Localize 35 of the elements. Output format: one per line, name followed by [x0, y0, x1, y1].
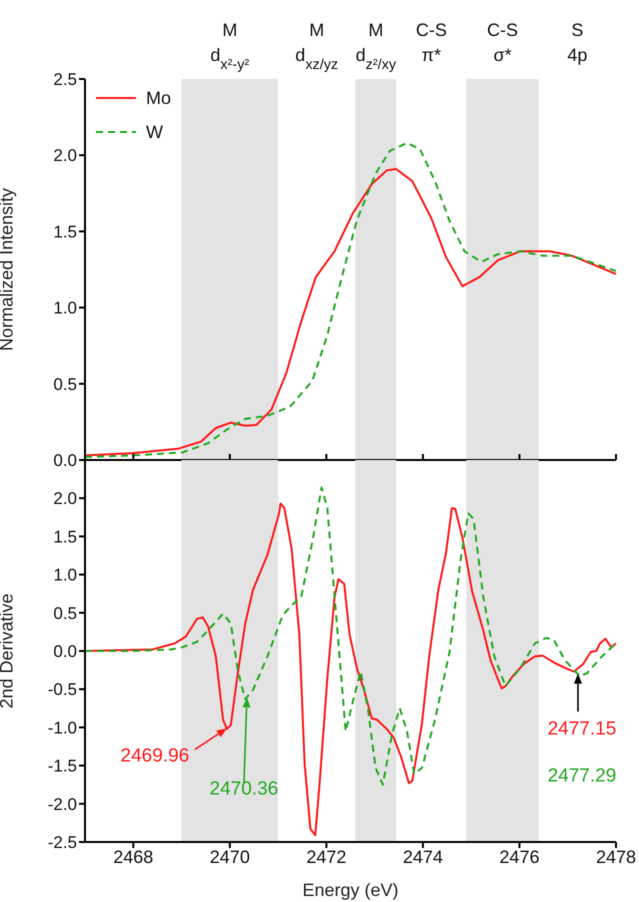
band-label: C-S σ*	[487, 20, 518, 65]
y-tick-label: 2.0	[53, 146, 77, 166]
y-tick-label: -1.5	[48, 756, 77, 776]
y-tick-label: 2.0	[53, 489, 77, 508]
x-axis-title: Energy (eV)	[302, 880, 399, 900]
legend-label: Mo	[146, 88, 172, 108]
y-tick-label: 1.5	[53, 527, 77, 546]
text: M d$_{xz/yz}$	[295, 20, 338, 73]
y-tick-label: -0.5	[48, 680, 77, 700]
band-label: M d$_{z²/xy}$	[356, 20, 397, 73]
y-tick-label: 0.0	[53, 451, 77, 470]
text: S 4p	[567, 20, 588, 65]
y-tick-label: 0.5	[53, 374, 77, 394]
x-tick-label: 2478	[596, 846, 636, 867]
y-tick-label: -1.0	[48, 718, 77, 738]
y-tick-label: 1.0	[53, 566, 77, 585]
y-tick-label: 1.0	[53, 298, 77, 318]
annotation: 2477.15	[548, 718, 616, 740]
x-tick-label: 2474	[402, 846, 443, 867]
x-tick-label: 2468	[113, 846, 154, 867]
annotation: 2470.36	[210, 778, 278, 800]
y-tick-label: -2.5	[48, 833, 77, 852]
y-tick-label: -2.0	[48, 794, 77, 814]
x-tick-label: 2476	[499, 846, 540, 867]
y-tick-label: 0.0	[53, 642, 77, 662]
y-tick-label: 1.5	[53, 222, 77, 242]
legend-label: W	[146, 122, 163, 142]
y-tick-label: 0.5	[53, 604, 77, 623]
annotation: 2477.29	[548, 766, 616, 787]
x-tick-label: 2470	[210, 846, 250, 867]
text: C-S π*	[416, 20, 447, 65]
band-label: M d$_{x²-y²}$	[210, 20, 250, 73]
x-tick-label: 2472	[306, 846, 346, 867]
y-tick-label: 2.5	[53, 70, 77, 90]
annotation: 2469.96	[120, 745, 190, 766]
